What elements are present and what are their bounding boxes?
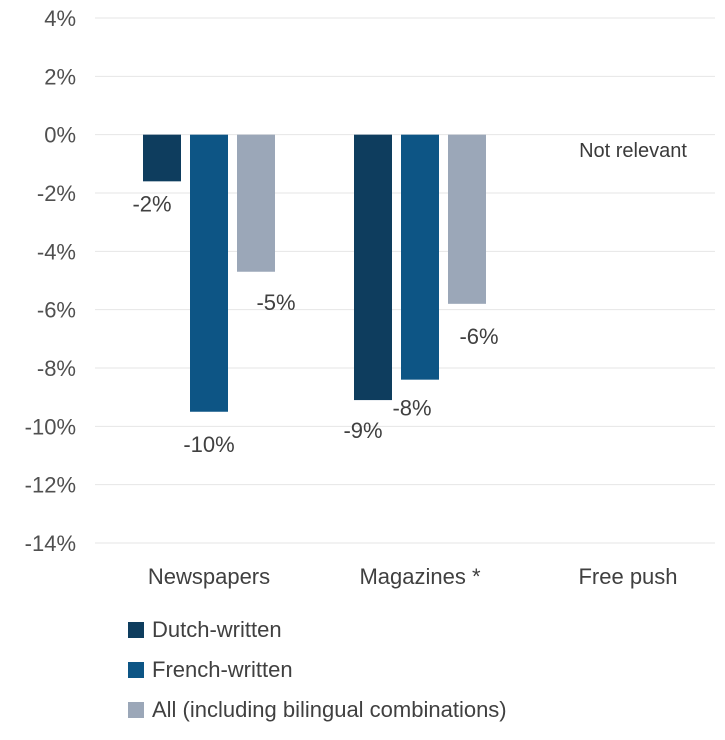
data-label: -8% xyxy=(392,396,431,421)
data-label: -5% xyxy=(256,290,295,315)
bar xyxy=(237,134,275,272)
y-tick-label: -12% xyxy=(25,473,76,498)
bar xyxy=(354,134,392,401)
category-labels: Newspapers Magazines * Free push xyxy=(148,564,678,589)
y-tick-label: -2% xyxy=(37,181,76,206)
y-tick-label: -6% xyxy=(37,298,76,323)
y-tick-label: 2% xyxy=(44,64,76,89)
y-tick-label: 0% xyxy=(44,123,76,148)
legend-item-dutch: Dutch-written xyxy=(128,610,507,650)
y-tick-label: -14% xyxy=(25,531,76,556)
bar xyxy=(143,134,181,182)
y-tick-label: -4% xyxy=(37,239,76,264)
data-labels: -2% -9% -10% -8% -5% -6% xyxy=(132,191,498,456)
legend: Dutch-written French-written All (includ… xyxy=(128,610,507,730)
category-label: Free push xyxy=(578,564,677,589)
bar-chart: 4% 2% 0% -2% -4% -6% -8% -10% -12% -14% -2% -9% -10… xyxy=(25,6,715,589)
y-tick-label: -8% xyxy=(37,356,76,381)
data-label: -2% xyxy=(132,191,171,216)
bar xyxy=(401,134,439,380)
legend-swatch-french xyxy=(128,662,144,678)
bar xyxy=(448,134,486,304)
bar xyxy=(190,134,228,412)
category-label: Magazines * xyxy=(359,564,481,589)
not-relevant-annotation: Not relevant xyxy=(579,140,687,162)
y-tick-label: 4% xyxy=(44,6,76,31)
y-axis-ticks: 4% 2% 0% -2% -4% -6% -8% -10% -12% -14% xyxy=(25,6,76,556)
legend-swatch-dutch xyxy=(128,622,144,638)
legend-label-french: French-written xyxy=(152,657,293,682)
y-tick-label: -10% xyxy=(25,414,76,439)
data-label: -9% xyxy=(343,418,382,443)
legend-label-dutch: Dutch-written xyxy=(152,617,282,642)
data-label: -6% xyxy=(459,324,498,349)
legend-item-all: All (including bilingual combinations) xyxy=(128,690,507,730)
legend-item-french: French-written xyxy=(128,650,507,690)
legend-label-all: All (including bilingual combinations) xyxy=(152,697,507,722)
bars xyxy=(143,134,486,412)
data-label: -10% xyxy=(183,432,234,457)
category-label: Newspapers xyxy=(148,564,270,589)
legend-swatch-all xyxy=(128,702,144,718)
